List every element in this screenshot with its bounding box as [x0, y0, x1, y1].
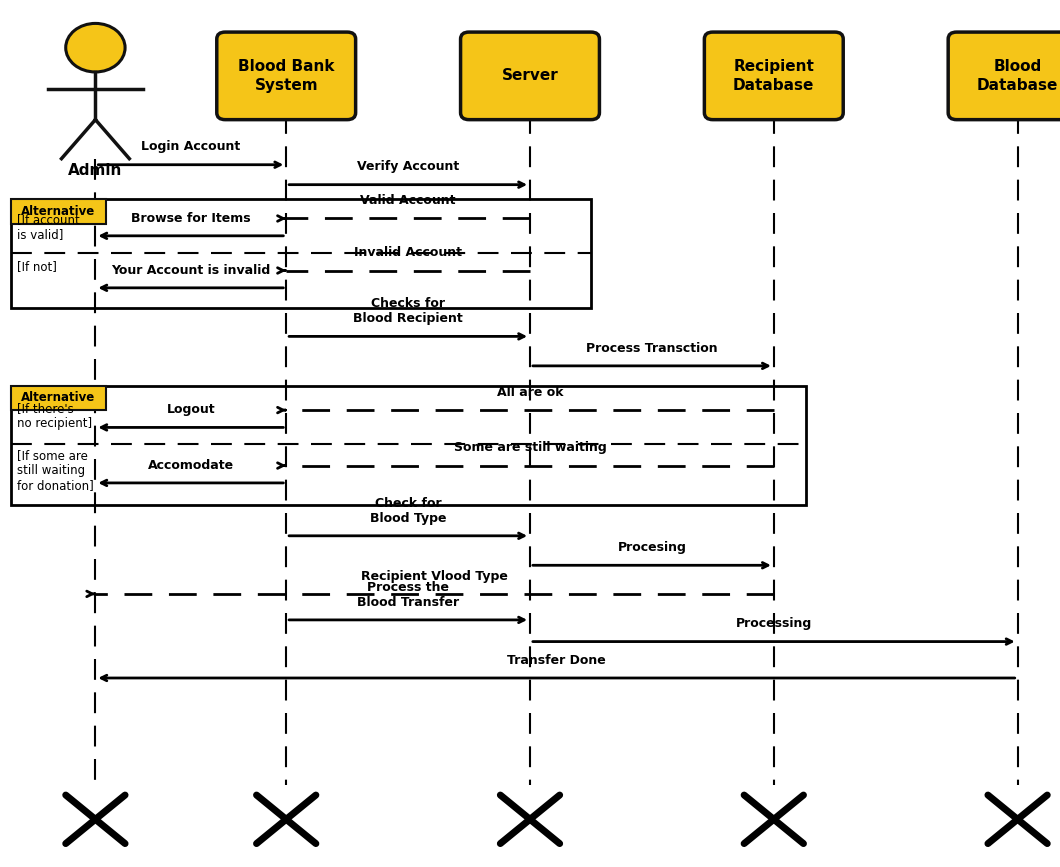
Text: Recipient Vlood Type: Recipient Vlood Type [361, 570, 508, 583]
Bar [11, 386, 106, 410]
Text: Invalid Account: Invalid Account [354, 246, 462, 259]
Bar [11, 199, 591, 308]
Text: Alternative: Alternative [21, 392, 95, 404]
Text: Transfer Done: Transfer Done [507, 654, 606, 667]
Text: Alternative: Alternative [21, 205, 95, 218]
Text: Verify Account: Verify Account [357, 160, 459, 173]
Text: Recipient
Database: Recipient Database [734, 59, 814, 93]
Text: Logout: Logout [166, 403, 215, 416]
Text: Browse for Items: Browse for Items [131, 212, 250, 225]
FancyBboxPatch shape [460, 32, 600, 120]
FancyBboxPatch shape [217, 32, 356, 120]
Bar [11, 386, 806, 505]
Text: [If some are
still waiting
for donation]: [If some are still waiting for donation] [17, 449, 93, 492]
Text: Procesing: Procesing [618, 541, 686, 554]
Text: All are ok: All are ok [497, 386, 563, 399]
Text: Process Transction: Process Transction [586, 342, 718, 355]
Text: Admin: Admin [68, 163, 123, 178]
Text: Blood Bank
System: Blood Bank System [237, 59, 335, 93]
Text: Valid Account: Valid Account [360, 194, 456, 207]
Text: [If not]: [If not] [17, 260, 57, 272]
Text: Processing: Processing [736, 617, 812, 630]
Text: Your Account is invalid: Your Account is invalid [111, 264, 270, 277]
Text: [If there's
no recipient]: [If there's no recipient] [17, 402, 92, 430]
FancyBboxPatch shape [704, 32, 844, 120]
Text: Server: Server [501, 68, 559, 83]
Circle shape [66, 23, 125, 72]
Text: Check for
Blood Type: Check for Blood Type [370, 497, 446, 525]
Text: Blood
Database: Blood Database [977, 59, 1058, 93]
Text: Process the
Blood Transfer: Process the Blood Transfer [357, 581, 459, 609]
Text: Accomodate: Accomodate [147, 459, 234, 472]
FancyBboxPatch shape [948, 32, 1060, 120]
Text: Login Account: Login Account [141, 140, 241, 153]
Text: Some are still waiting: Some are still waiting [454, 441, 606, 454]
Text: Checks for
Blood Recipient: Checks for Blood Recipient [353, 297, 463, 325]
Bar [11, 199, 106, 224]
Text: [If account
is valid]: [If account is valid] [17, 213, 80, 241]
